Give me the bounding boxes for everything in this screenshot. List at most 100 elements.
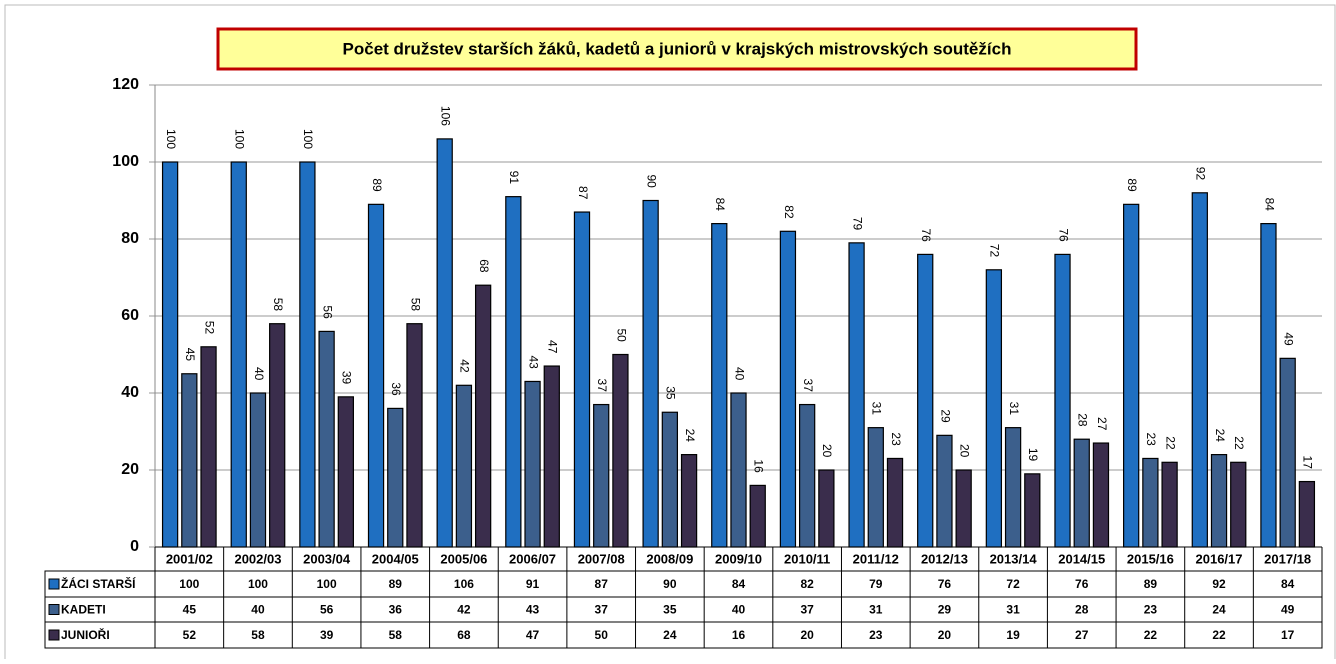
table-value: 35 bbox=[663, 603, 677, 617]
bar bbox=[818, 469, 835, 548]
table-value: 89 bbox=[1144, 577, 1158, 591]
table-value: 58 bbox=[389, 628, 403, 642]
x-tick-label: 2007/08 bbox=[578, 551, 625, 566]
x-tick-label: 2009/10 bbox=[715, 551, 762, 566]
table-value: 72 bbox=[1006, 577, 1020, 591]
bar bbox=[936, 434, 953, 548]
value-label: 58 bbox=[271, 298, 285, 312]
value-label: 91 bbox=[507, 171, 521, 185]
table-value: 76 bbox=[1075, 577, 1089, 591]
bar bbox=[1279, 357, 1296, 548]
y-tick-label: 40 bbox=[121, 384, 139, 401]
value-label: 19 bbox=[1026, 448, 1040, 462]
table-value: 92 bbox=[1212, 577, 1226, 591]
bar bbox=[985, 269, 1003, 548]
value-label: 89 bbox=[370, 178, 384, 192]
x-tick-label: 2005/06 bbox=[440, 551, 487, 566]
value-label: 72 bbox=[988, 244, 1002, 258]
value-label: 39 bbox=[340, 371, 354, 385]
x-tick-label: 2014/15 bbox=[1058, 551, 1105, 566]
x-tick-label: 2001/02 bbox=[166, 551, 213, 566]
table-value: 42 bbox=[457, 603, 471, 617]
legend-swatch bbox=[48, 629, 60, 641]
legend-swatch bbox=[48, 578, 60, 590]
table-value: 84 bbox=[732, 577, 746, 591]
table-value: 100 bbox=[248, 577, 268, 591]
x-tick-label: 2002/03 bbox=[234, 551, 281, 566]
bar bbox=[1210, 454, 1228, 548]
value-label: 100 bbox=[164, 129, 178, 149]
bar bbox=[661, 411, 679, 548]
bar bbox=[455, 384, 473, 548]
x-tick-label: 2017/18 bbox=[1264, 551, 1311, 566]
table-value: 22 bbox=[1212, 628, 1226, 642]
bar bbox=[730, 392, 747, 548]
x-tick-label: 2004/05 bbox=[372, 551, 419, 566]
value-label: 100 bbox=[301, 129, 315, 149]
bar bbox=[917, 253, 934, 548]
table-value: 29 bbox=[938, 603, 952, 617]
bar bbox=[436, 138, 453, 548]
table-value: 100 bbox=[317, 577, 337, 591]
x-tick-label: 2011/12 bbox=[853, 551, 899, 566]
value-label: 84 bbox=[713, 198, 727, 212]
value-label: 17 bbox=[1301, 456, 1315, 470]
value-label: 58 bbox=[408, 298, 422, 312]
table-value: 24 bbox=[663, 628, 677, 642]
x-tick-label: 2013/14 bbox=[990, 551, 1038, 566]
table-value: 28 bbox=[1075, 603, 1089, 617]
bar bbox=[505, 196, 522, 548]
bar bbox=[1073, 438, 1090, 548]
value-label: 36 bbox=[389, 382, 403, 396]
bar bbox=[798, 403, 816, 548]
value-label: 20 bbox=[820, 444, 834, 458]
table-value: 82 bbox=[800, 577, 814, 591]
table-value: 43 bbox=[526, 603, 540, 617]
table-value: 24 bbox=[1212, 603, 1226, 617]
table-value: 90 bbox=[663, 577, 677, 591]
table-value: 23 bbox=[1144, 603, 1158, 617]
value-label: 52 bbox=[202, 321, 216, 335]
table-value: 37 bbox=[595, 603, 609, 617]
table-value: 89 bbox=[389, 577, 403, 591]
table-value: 19 bbox=[1006, 628, 1020, 642]
value-label: 106 bbox=[439, 106, 453, 126]
bar bbox=[612, 353, 629, 548]
value-label: 84 bbox=[1262, 198, 1276, 212]
bar bbox=[299, 161, 316, 548]
value-label: 35 bbox=[664, 386, 678, 400]
x-tick-label: 2016/17 bbox=[1196, 551, 1243, 566]
x-tick-label: 2012/13 bbox=[921, 551, 968, 566]
value-label: 90 bbox=[644, 175, 658, 189]
bar bbox=[593, 403, 610, 548]
bar bbox=[848, 242, 865, 548]
bar bbox=[1191, 192, 1208, 548]
legend-label: KADETI bbox=[61, 603, 106, 617]
table-value: 56 bbox=[320, 603, 334, 617]
bar bbox=[318, 330, 335, 548]
bar bbox=[406, 323, 423, 548]
value-label: 82 bbox=[782, 205, 796, 219]
value-label: 29 bbox=[938, 409, 952, 423]
x-tick-label: 2015/16 bbox=[1127, 551, 1174, 566]
bar bbox=[230, 161, 247, 548]
value-label: 89 bbox=[1125, 178, 1139, 192]
bar bbox=[367, 203, 385, 548]
table-value: 22 bbox=[1144, 628, 1158, 642]
table-value: 58 bbox=[251, 628, 265, 642]
bar bbox=[779, 230, 797, 548]
bar bbox=[1123, 203, 1140, 548]
y-tick-label: 100 bbox=[112, 153, 139, 170]
bar bbox=[387, 407, 404, 548]
value-label: 20 bbox=[957, 444, 971, 458]
legend-swatch bbox=[48, 604, 60, 615]
value-label: 40 bbox=[732, 367, 746, 381]
bar bbox=[749, 484, 766, 548]
value-label: 31 bbox=[1007, 402, 1021, 416]
table-value: 31 bbox=[869, 603, 883, 617]
value-label: 24 bbox=[683, 429, 697, 443]
bar bbox=[1054, 253, 1071, 548]
value-label: 37 bbox=[595, 379, 609, 393]
table-value: 68 bbox=[457, 628, 471, 642]
